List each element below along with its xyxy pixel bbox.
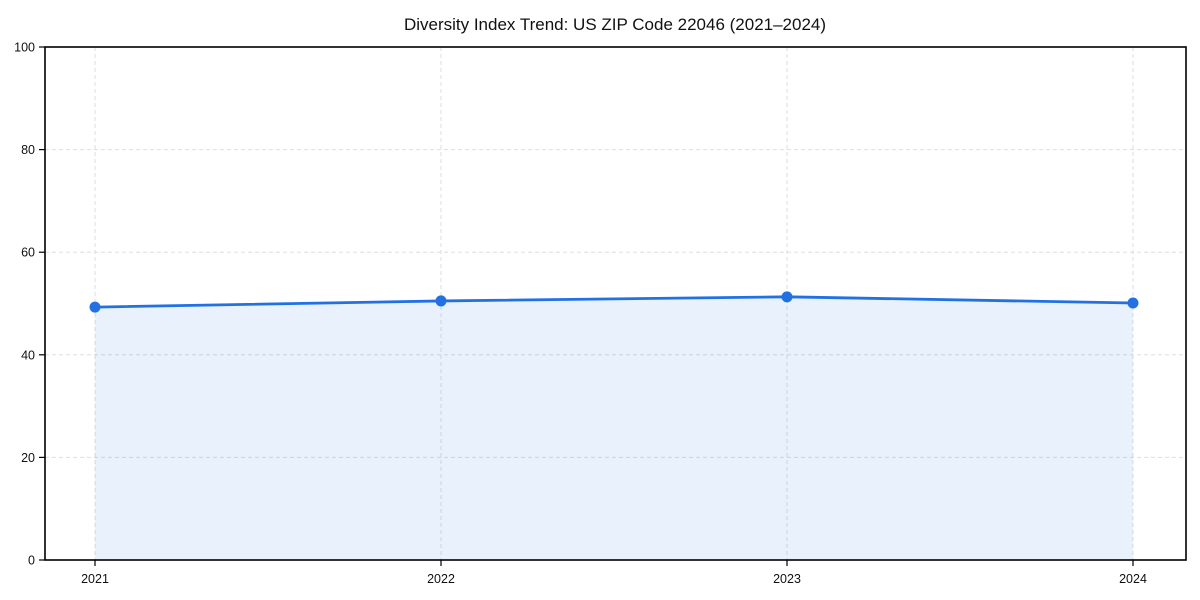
data-point-marker (781, 291, 793, 303)
x-tick-label: 2023 (773, 572, 801, 586)
y-tick-label: 40 (21, 348, 35, 362)
x-tick-label: 2021 (81, 572, 109, 586)
plot-frame (44, 46, 1187, 561)
y-tick-label: 100 (14, 41, 35, 55)
area-fill (95, 296, 1133, 560)
y-tick-label: 80 (21, 143, 35, 157)
plot-area: 0 20 40 60 80 100 2021 2022 2023 2024 (14, 41, 1187, 586)
x-tick-label: 2022 (427, 572, 455, 586)
y-tick-label: 20 (21, 451, 35, 465)
chart-title: Diversity Index Trend: US ZIP Code 22046… (404, 15, 826, 34)
data-point-marker (1127, 297, 1139, 309)
data-point-marker (89, 301, 101, 313)
y-tick-label: 60 (21, 246, 35, 260)
y-tick-label: 0 (28, 554, 35, 568)
data-point-marker (435, 295, 447, 307)
x-tick-label: 2024 (1119, 572, 1147, 586)
trend-line (93, 295, 1135, 309)
